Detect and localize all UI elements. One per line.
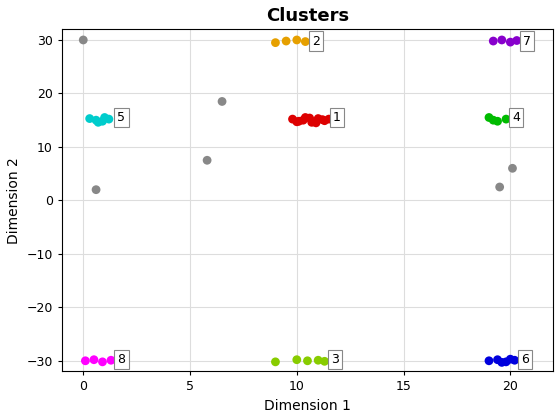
Point: [104, 116, 113, 123]
Text: 3: 3: [331, 353, 339, 366]
Text: 5: 5: [118, 111, 125, 124]
Point: [502, 359, 511, 365]
Point: [303, 357, 312, 364]
Text: 4: 4: [512, 111, 520, 124]
Text: 7: 7: [523, 34, 531, 47]
Point: [81, 357, 90, 364]
Point: [484, 357, 493, 364]
Point: [506, 39, 515, 45]
Point: [311, 119, 320, 126]
Point: [324, 116, 333, 123]
Point: [512, 37, 521, 44]
Point: [292, 37, 301, 43]
Point: [484, 114, 493, 121]
Title: Clusters: Clusters: [266, 7, 349, 25]
Point: [271, 39, 280, 46]
Point: [271, 359, 280, 365]
Point: [90, 356, 99, 363]
Point: [305, 115, 314, 121]
Point: [92, 117, 101, 123]
Point: [314, 357, 323, 364]
Point: [98, 359, 107, 365]
Point: [295, 118, 304, 125]
Point: [282, 38, 291, 45]
Point: [493, 356, 502, 363]
Point: [100, 114, 109, 121]
Point: [510, 357, 519, 364]
Point: [301, 114, 310, 121]
Point: [508, 165, 517, 172]
Point: [292, 356, 301, 363]
Point: [314, 115, 323, 122]
Text: 6: 6: [521, 353, 529, 366]
Point: [288, 116, 297, 123]
Point: [98, 118, 107, 125]
Point: [85, 115, 94, 122]
Point: [497, 37, 506, 43]
Point: [218, 98, 227, 105]
Point: [79, 37, 88, 43]
Point: [493, 118, 502, 125]
Y-axis label: Dimension 2: Dimension 2: [7, 157, 21, 244]
Text: 1: 1: [333, 111, 341, 124]
Point: [320, 117, 329, 124]
Point: [94, 119, 102, 126]
Text: 2: 2: [312, 34, 320, 47]
Point: [92, 186, 101, 193]
Text: 8: 8: [118, 353, 125, 366]
Point: [318, 116, 327, 123]
Point: [203, 157, 212, 164]
Point: [497, 359, 506, 366]
Point: [495, 184, 504, 190]
Point: [106, 357, 115, 364]
Point: [489, 38, 498, 45]
X-axis label: Dimension 1: Dimension 1: [264, 399, 351, 413]
Point: [502, 116, 511, 123]
Point: [292, 118, 301, 125]
Point: [489, 117, 498, 123]
Point: [298, 117, 307, 123]
Point: [301, 38, 310, 45]
Point: [506, 356, 515, 362]
Point: [307, 119, 316, 126]
Point: [320, 358, 329, 365]
